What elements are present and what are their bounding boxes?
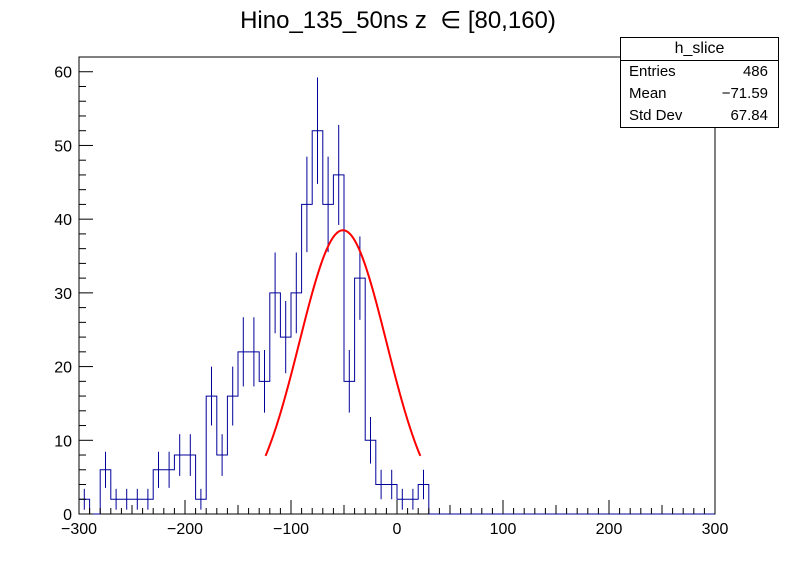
y-tick-label: 0	[63, 507, 72, 524]
stats-row-entries: Entries 486	[621, 61, 778, 83]
chart-title: Hino_135_50ns z ∈ [80,160)	[240, 7, 556, 34]
x-tick-label: 0	[393, 521, 402, 538]
y-tick-label: 40	[54, 212, 72, 229]
stats-label: Mean	[629, 85, 667, 102]
x-tick-label: −300	[61, 521, 97, 538]
stats-value: 486	[742, 63, 768, 80]
y-tick-label: 30	[54, 286, 72, 303]
x-tick-label: 200	[596, 521, 623, 538]
stats-value: −71.59	[721, 85, 768, 102]
x-tick-label: 300	[702, 521, 729, 538]
stats-label: Entries	[629, 63, 676, 80]
stats-box-title: h_slice	[621, 38, 778, 61]
stats-row-stddev: Std Dev 67.84	[621, 105, 778, 127]
stats-box: h_slice Entries 486 Mean −71.59 Std Dev …	[620, 37, 779, 128]
stats-row-mean: Mean −71.59	[621, 83, 778, 105]
gaussian-fit-curve	[264, 229, 422, 457]
y-tick-label: 60	[54, 65, 72, 82]
axis-layer: −300 −200 −100 0 100 200 300 0 10 20 30 40 50 60	[54, 56, 729, 538]
stats-value: 67.84	[730, 107, 768, 124]
x-tick-label: −200	[167, 521, 203, 538]
x-tick-label: 100	[490, 521, 517, 538]
x-tick-label: −100	[273, 521, 309, 538]
y-tick-label: 10	[54, 433, 72, 450]
histogram-layer	[79, 77, 715, 515]
stats-label: Std Dev	[629, 107, 683, 124]
histogram-outline	[79, 130, 715, 515]
y-tick-label: 20	[54, 360, 72, 377]
fit-layer	[264, 229, 422, 457]
y-tick-label: 50	[54, 138, 72, 155]
